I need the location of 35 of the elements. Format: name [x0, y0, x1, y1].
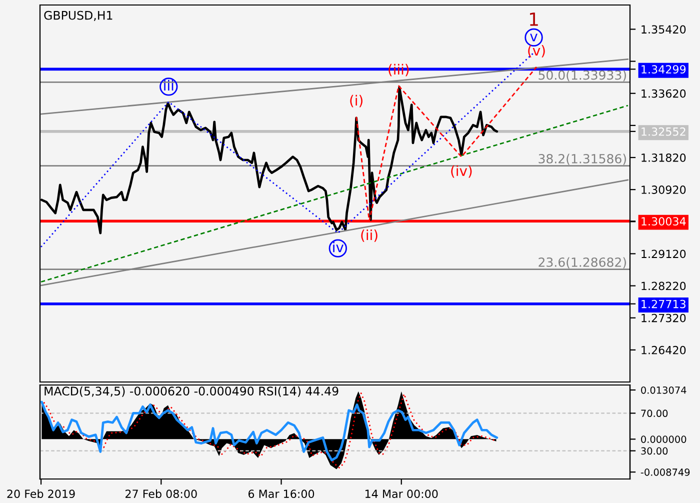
y-tick-label: 1.29120	[642, 250, 686, 258]
data-label: (v)	[528, 45, 545, 58]
y-tick-label: -0.008749	[640, 468, 690, 476]
y-tick-label: 1.31820	[642, 153, 686, 162]
line-series	[40, 400, 498, 462]
y-tick-label: 1.32552	[642, 127, 686, 136]
ref-line-label: 50.0(1.33933)	[538, 70, 626, 82]
data-label: (ii)	[361, 229, 378, 242]
data-label: (iv)	[451, 165, 472, 178]
y-tick-label: 0.000000	[641, 436, 686, 443]
y2-tick-label: 70.00	[641, 410, 668, 418]
chart-title: GBPUSD,H1	[44, 10, 112, 21]
y-tick-label: 1.27713	[642, 300, 686, 308]
data-label: (i)	[350, 94, 362, 108]
y2-tick-label: 30.00	[641, 447, 668, 455]
y-tick-label: 1.26420	[642, 346, 686, 354]
y-tick-label: 1.35420	[642, 25, 686, 34]
y-tick-label: 1.34299	[642, 65, 686, 74]
chart-title: MACD(5,34,5) -0.000620 -0.000490 RSI(14) 44.49	[44, 386, 338, 397]
y-tick-label: 0.013074	[641, 386, 686, 394]
data-label: v	[530, 34, 538, 42]
x-tick-label: 6 Mar 16:00	[248, 490, 314, 498]
y-tick-label: 1.30034	[642, 217, 686, 226]
y-tick-label: 1.27320	[642, 314, 686, 322]
data-label: iii	[164, 80, 174, 90]
data-label: iv	[333, 242, 344, 252]
x-tick-label: 20 Feb 2019	[7, 489, 75, 498]
x-tick-label: 27 Feb 08:00	[126, 489, 197, 498]
y-tick-label: 1.33620	[642, 89, 686, 98]
ref-line-label: 38.2(1.31586)	[538, 154, 626, 165]
annotation: 1	[530, 12, 538, 26]
x-tick-label: 14 Mar 00:00	[366, 490, 438, 498]
y-tick-label: 1.30920	[642, 186, 686, 194]
ref-line-label: 23.6(1.28682)	[538, 257, 626, 268]
y-tick-label: 1.28220	[642, 282, 686, 290]
